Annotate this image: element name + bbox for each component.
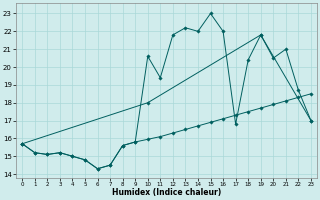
X-axis label: Humidex (Indice chaleur): Humidex (Indice chaleur): [112, 188, 221, 197]
